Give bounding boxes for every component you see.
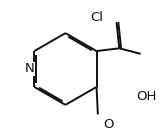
Text: OH: OH bbox=[136, 90, 157, 103]
Text: O: O bbox=[104, 118, 114, 131]
Text: Cl: Cl bbox=[90, 11, 103, 24]
Text: N: N bbox=[25, 63, 34, 75]
